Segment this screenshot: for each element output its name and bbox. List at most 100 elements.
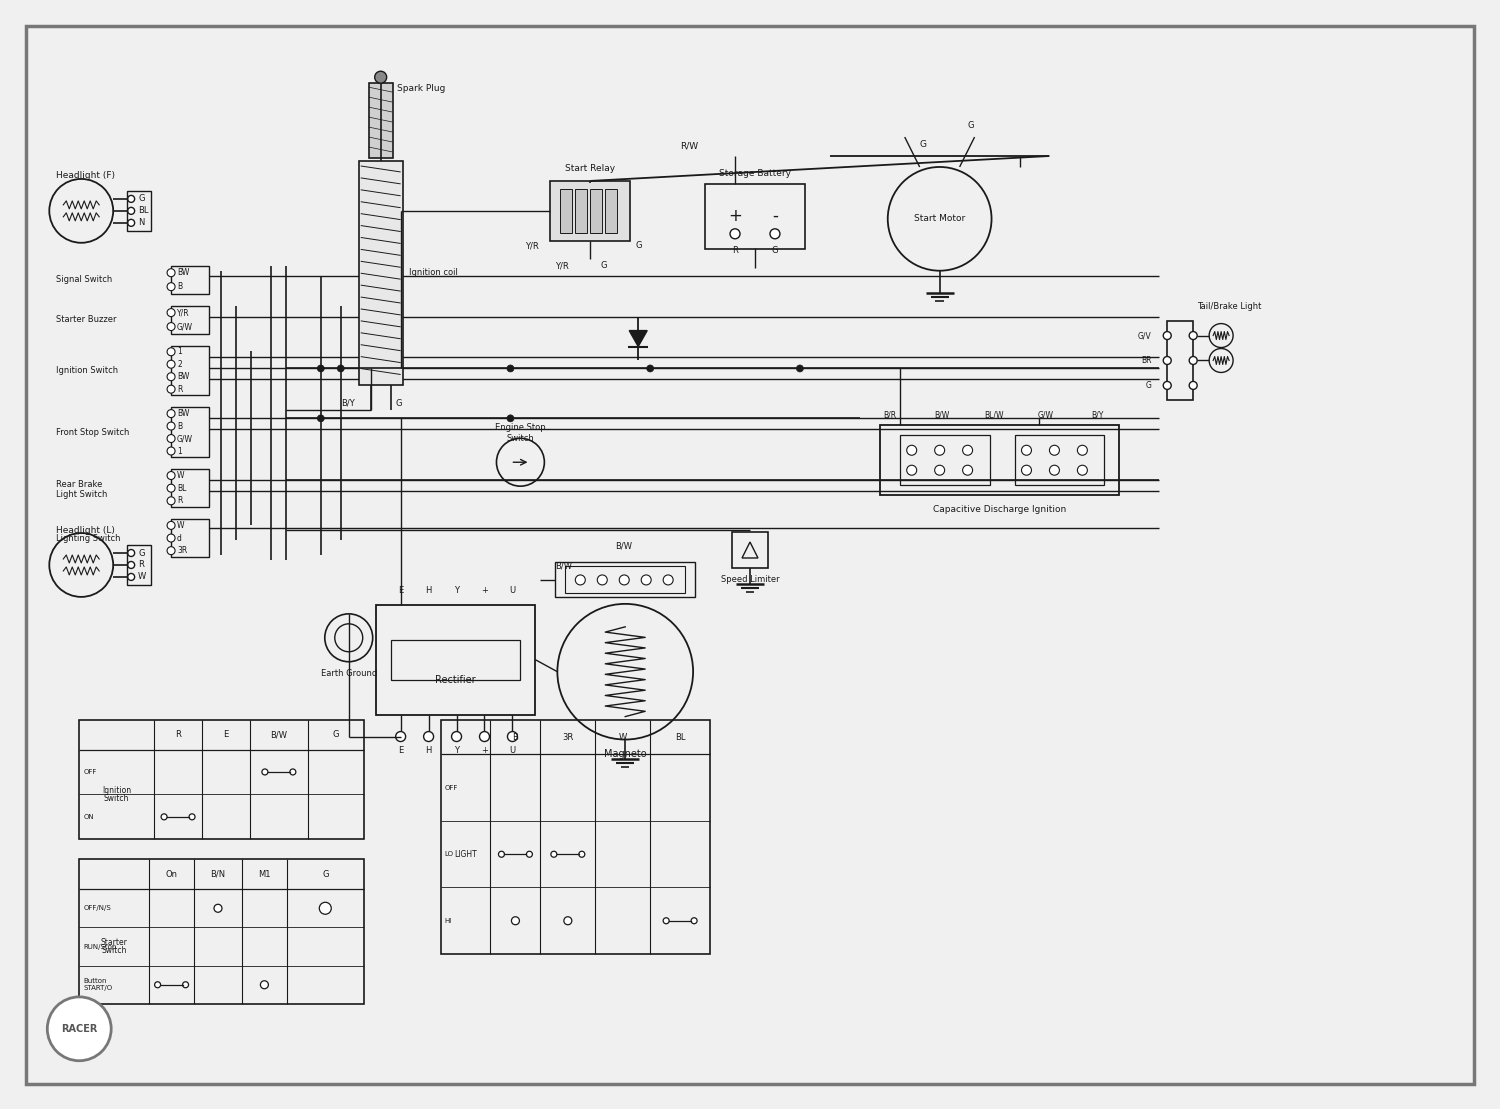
- Circle shape: [597, 574, 608, 584]
- Circle shape: [507, 365, 515, 372]
- Bar: [171, 306, 208, 334]
- Text: 3R: 3R: [177, 546, 188, 556]
- Text: BR: BR: [1142, 356, 1152, 365]
- Circle shape: [166, 360, 176, 368]
- Text: E: E: [398, 746, 404, 755]
- Text: On: On: [165, 869, 177, 878]
- Bar: [128, 545, 152, 584]
- Circle shape: [166, 435, 176, 442]
- Text: Capacitive Discharge Ignition: Capacitive Discharge Ignition: [933, 505, 1066, 513]
- Circle shape: [166, 385, 176, 394]
- Circle shape: [166, 348, 176, 356]
- Polygon shape: [628, 330, 646, 346]
- Circle shape: [160, 814, 166, 820]
- Circle shape: [640, 574, 651, 584]
- Text: Spark Plug: Spark Plug: [396, 83, 445, 93]
- Text: B/W: B/W: [615, 541, 633, 550]
- Circle shape: [166, 308, 176, 316]
- Circle shape: [128, 573, 135, 580]
- Bar: [576, 189, 588, 233]
- Circle shape: [166, 373, 176, 380]
- Text: G/W: G/W: [177, 322, 194, 332]
- Text: R/W: R/W: [680, 142, 699, 151]
- Circle shape: [318, 415, 324, 421]
- Circle shape: [396, 732, 405, 742]
- Text: G: G: [333, 730, 339, 739]
- Bar: [561, 189, 573, 233]
- Circle shape: [620, 574, 628, 584]
- Circle shape: [730, 228, 740, 238]
- Circle shape: [166, 471, 176, 479]
- Circle shape: [934, 465, 945, 475]
- Text: +: +: [482, 587, 488, 596]
- Text: G: G: [968, 121, 974, 130]
- Text: N: N: [138, 218, 144, 227]
- Circle shape: [576, 574, 585, 584]
- Circle shape: [963, 446, 972, 456]
- Circle shape: [498, 852, 504, 857]
- Text: RUN/Stop: RUN/Stop: [82, 944, 117, 949]
- Text: W: W: [177, 471, 184, 480]
- Circle shape: [128, 550, 135, 557]
- Bar: [128, 191, 152, 231]
- Text: Signal Switch: Signal Switch: [57, 275, 112, 284]
- Circle shape: [646, 365, 654, 372]
- Circle shape: [512, 917, 519, 925]
- Text: Y/R: Y/R: [555, 262, 568, 271]
- Text: 1: 1: [177, 347, 182, 356]
- Bar: [1014, 436, 1104, 485]
- Circle shape: [154, 981, 160, 988]
- Text: ON: ON: [82, 814, 94, 820]
- Text: B/Y: B/Y: [340, 399, 354, 408]
- Circle shape: [262, 769, 268, 775]
- Circle shape: [189, 814, 195, 820]
- Text: R: R: [177, 497, 183, 506]
- Circle shape: [579, 852, 585, 857]
- Bar: [171, 346, 208, 396]
- Bar: [900, 436, 990, 485]
- Text: B: B: [177, 282, 182, 292]
- Circle shape: [1190, 332, 1197, 339]
- Circle shape: [934, 446, 945, 456]
- Circle shape: [183, 981, 189, 988]
- Text: Tail/Brake Light: Tail/Brake Light: [1197, 302, 1262, 312]
- Text: OFF: OFF: [82, 769, 96, 775]
- Text: B/W: B/W: [555, 561, 573, 570]
- Circle shape: [261, 980, 268, 989]
- Circle shape: [692, 918, 698, 924]
- Text: Headlight (F): Headlight (F): [57, 172, 116, 181]
- Circle shape: [1190, 356, 1197, 365]
- Circle shape: [320, 903, 332, 914]
- Text: Ignition coil: Ignition coil: [408, 268, 458, 277]
- Circle shape: [564, 917, 572, 925]
- Bar: [550, 181, 630, 241]
- Text: Switch: Switch: [104, 794, 129, 803]
- Text: OFF/N/S: OFF/N/S: [82, 905, 111, 912]
- Text: H: H: [426, 746, 432, 755]
- Bar: [171, 519, 208, 557]
- Circle shape: [1050, 446, 1059, 456]
- Text: R: R: [732, 246, 738, 255]
- Circle shape: [166, 521, 176, 529]
- Circle shape: [128, 220, 135, 226]
- Text: W: W: [618, 733, 627, 742]
- Circle shape: [507, 732, 518, 742]
- Text: M1: M1: [258, 869, 270, 878]
- Circle shape: [166, 423, 176, 430]
- Text: 2: 2: [177, 359, 182, 368]
- Text: B: B: [513, 733, 519, 742]
- Circle shape: [375, 71, 387, 83]
- Circle shape: [550, 852, 556, 857]
- Text: BL: BL: [177, 484, 186, 492]
- Text: R: R: [177, 385, 183, 394]
- Circle shape: [166, 447, 176, 455]
- Text: Speed Limiter: Speed Limiter: [720, 576, 780, 584]
- Bar: [171, 266, 208, 294]
- Circle shape: [166, 497, 176, 505]
- Circle shape: [166, 283, 176, 291]
- Text: W: W: [138, 572, 147, 581]
- Bar: [375, 604, 536, 714]
- Text: Rectifier: Rectifier: [435, 674, 476, 684]
- Circle shape: [338, 365, 345, 372]
- Text: R: R: [176, 730, 181, 739]
